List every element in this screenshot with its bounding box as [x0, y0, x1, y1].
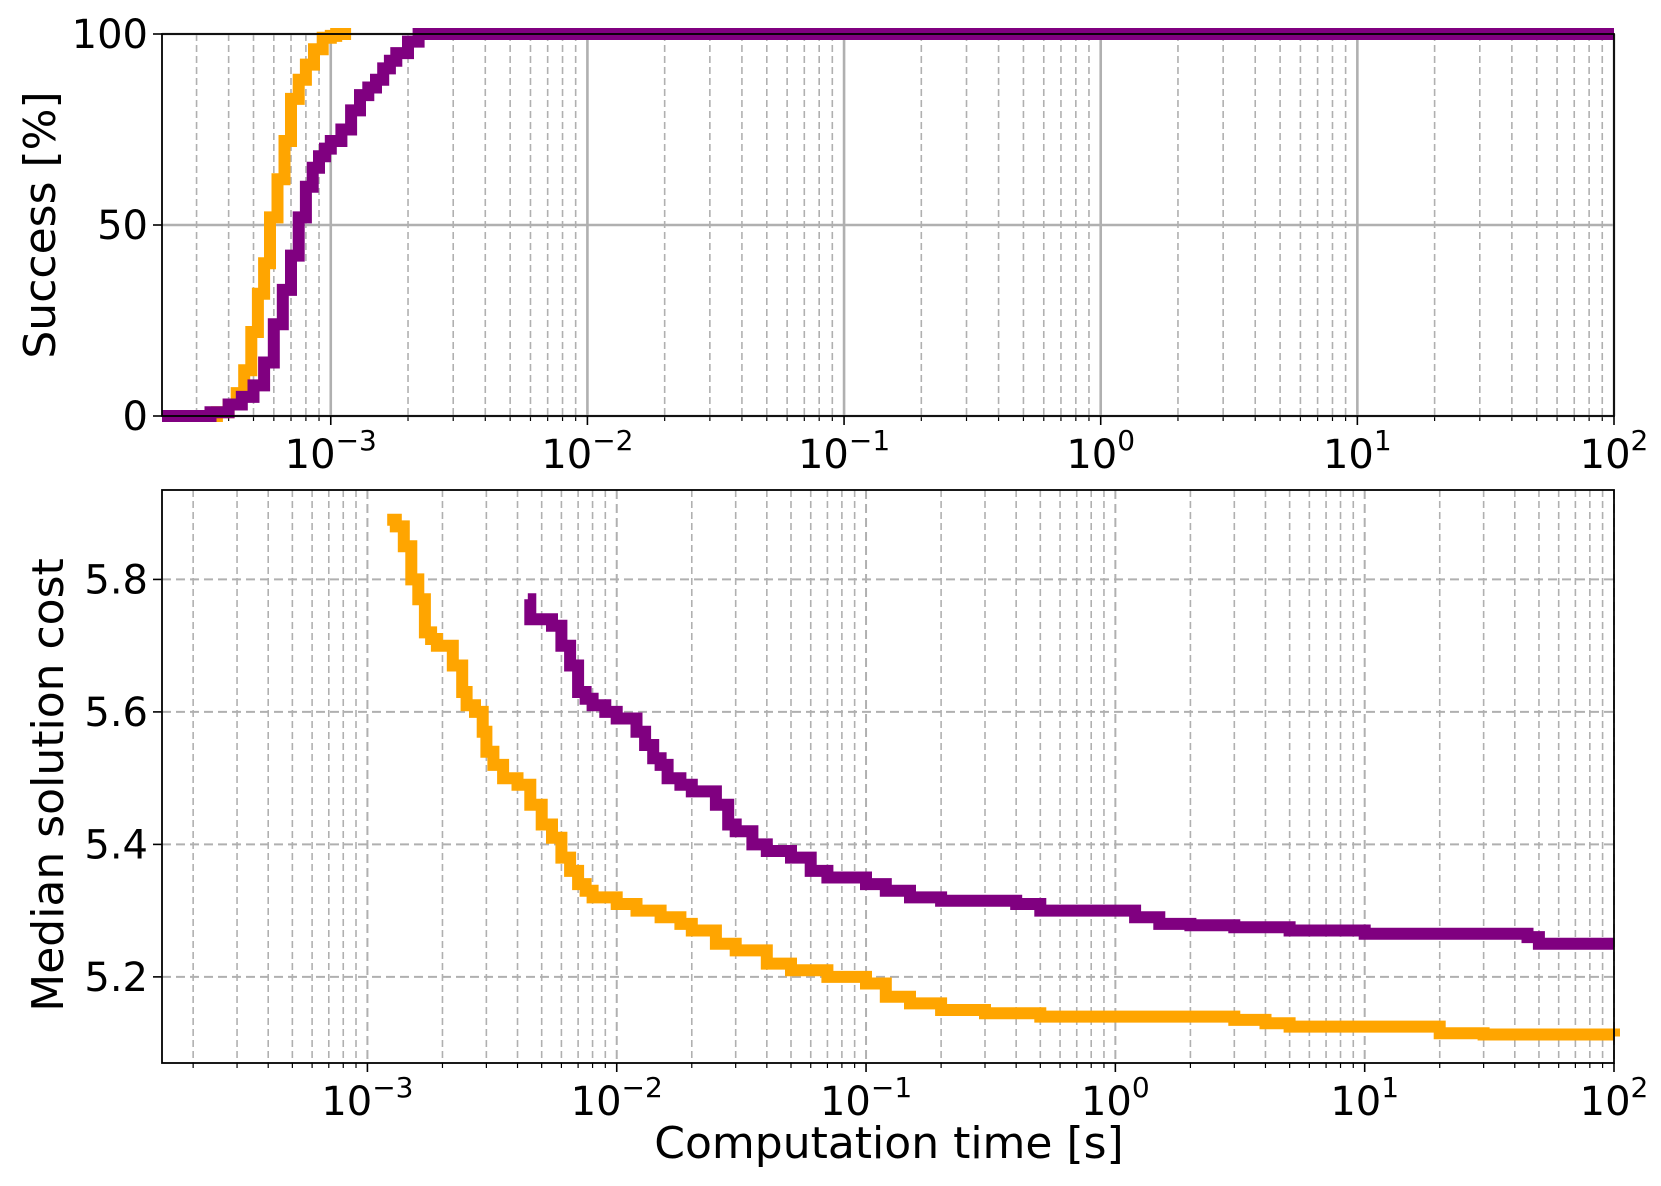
success-y-tick-label: 50: [97, 203, 148, 249]
cost-series-line-purple: [524, 593, 1614, 950]
success-x-tick-label: 10−3: [285, 424, 377, 478]
success-x-tick-label: 102: [1580, 424, 1649, 478]
success-chart: 10−3 10−2 10−1 100 101 102 0 50 100: [72, 12, 1649, 478]
cost-plot-frame: [161, 489, 1615, 1064]
cost-y-tick-label: 5.2: [84, 955, 148, 1001]
success-x-tick-label: 100: [1066, 424, 1135, 478]
success-y-tick-label: 0: [123, 394, 148, 440]
success-x-tick-label: 10−1: [798, 424, 890, 478]
median-cost-chart: 10−3 10−2 10−1 100 101 102 5.2 5.4 5.6 5.8: [84, 489, 1649, 1125]
success-x-tick-label: 10−2: [541, 424, 633, 478]
success-y-tick-label: 100: [72, 12, 148, 58]
cost-x-tick-label: 10−2: [571, 1071, 663, 1125]
cost-y-tick-label: 5.4: [84, 822, 148, 868]
cost-y-tick-label: 5.8: [84, 557, 148, 603]
cost-y-axis-label: Median solution cost: [23, 558, 74, 1012]
cost-x-tick-label: 10−1: [820, 1071, 912, 1125]
cost-x-tick-label: 101: [1330, 1071, 1399, 1125]
cost-series-line-orange: [387, 513, 1620, 1041]
cost-x-tick-label: 10−3: [321, 1071, 413, 1125]
success-x-tick-label: 101: [1323, 424, 1392, 478]
cost-y-tick-label: 5.6: [84, 690, 148, 736]
success-series-line-purple: [162, 28, 1614, 422]
success-y-axis-label: Success [%]: [15, 91, 66, 358]
x-axis-label: Computation time [s]: [654, 1118, 1123, 1169]
cost-x-tick-label: 102: [1580, 1071, 1649, 1125]
cost-x-tick-label: 100: [1081, 1071, 1150, 1125]
